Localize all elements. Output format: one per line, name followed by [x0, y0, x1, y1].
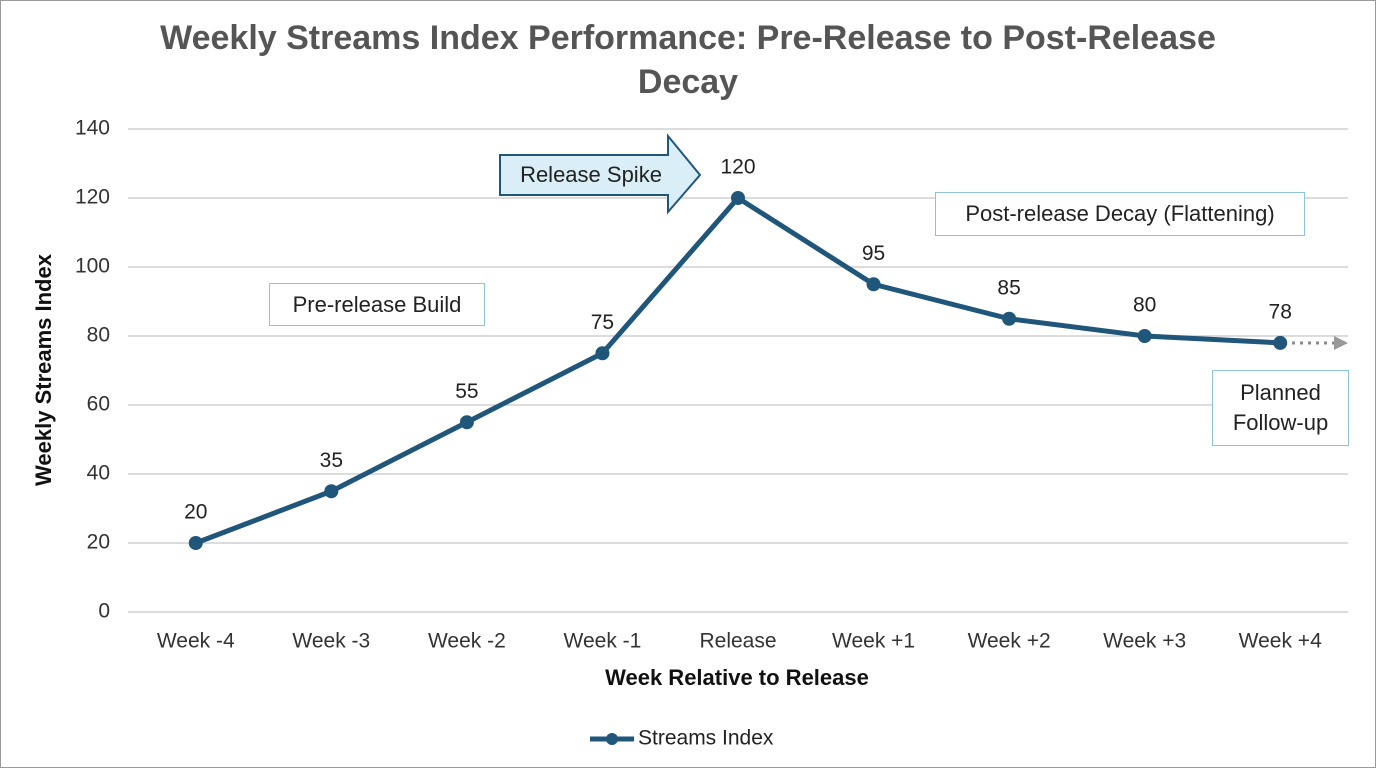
annotation: Post-release Decay (Flattening) [935, 192, 1305, 236]
y-tick-label: 40 [87, 462, 110, 485]
y-tick-label: 0 [98, 600, 110, 623]
data-label: 75 [591, 311, 614, 334]
y-tick-label: 60 [87, 393, 110, 416]
data-point [459, 415, 474, 430]
data-point [731, 191, 745, 205]
data-point [866, 277, 881, 292]
x-tick-label: Week +4 [1239, 630, 1322, 653]
legend-label: Streams Index [638, 727, 774, 750]
data-point [1002, 311, 1017, 326]
data-point [188, 536, 203, 550]
y-tick-label: 80 [87, 324, 110, 347]
y-axis-label: Weekly Streams Index [31, 253, 56, 486]
data-label: 80 [1133, 294, 1156, 317]
follow-up-arrowhead [1334, 336, 1348, 350]
annotation: Planned Follow-up [1212, 370, 1349, 446]
data-label: 55 [455, 380, 478, 403]
y-tick-label: 140 [75, 117, 110, 140]
data-point [324, 484, 339, 499]
y-tick-label: 20 [87, 531, 110, 554]
x-tick-label: Week +3 [1103, 630, 1186, 653]
x-tick-label: Release [699, 630, 776, 653]
y-tick-label: 100 [75, 255, 110, 278]
data-label: 120 [720, 156, 755, 179]
chart-title: Weekly Streams Index Performance: Pre-Re… [160, 19, 1216, 101]
series-line [194, 195, 1281, 546]
data-label: 35 [320, 449, 343, 472]
data-label: 95 [862, 242, 885, 265]
x-axis-label: Week Relative to Release [605, 665, 869, 690]
data-label: 20 [184, 501, 207, 524]
annotation: Release Spike [520, 162, 662, 187]
x-tick-label: Week -3 [292, 630, 370, 653]
data-point [1273, 335, 1288, 350]
x-tick-label: Week -2 [428, 630, 506, 653]
data-label: 85 [997, 276, 1020, 299]
annotation: Pre-release Build [269, 283, 485, 326]
spike-arrow [499, 133, 702, 215]
data-label: 78 [1269, 300, 1292, 323]
data-point [1137, 329, 1152, 343]
y-tick-label: 120 [75, 186, 110, 209]
x-tick-label: Week -1 [564, 630, 642, 653]
x-tick-label: Week +1 [832, 630, 915, 653]
legend-marker [606, 733, 618, 745]
data-point [595, 346, 610, 361]
x-tick-label: Week -4 [157, 630, 235, 653]
x-tick-label: Week +2 [968, 630, 1051, 653]
